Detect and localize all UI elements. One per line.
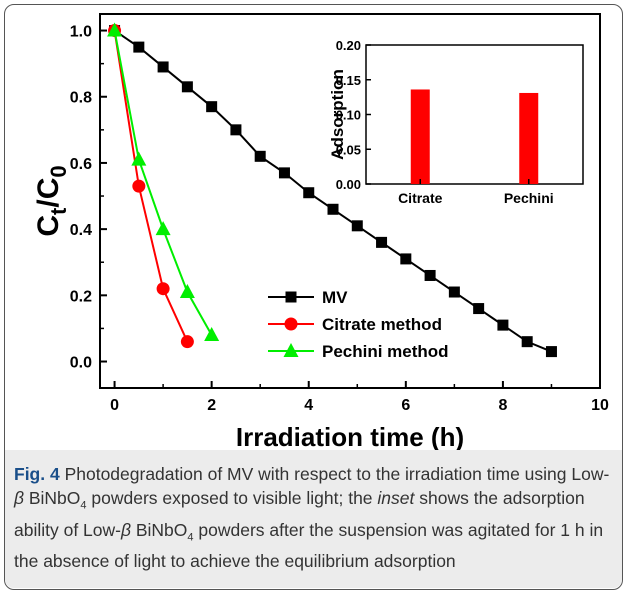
mv-point (327, 203, 339, 215)
mv-point (303, 187, 315, 199)
legend-citrate-method-label: Citrate method (322, 315, 442, 334)
inset-x-tick-label: Pechini (504, 190, 554, 206)
mv-point (230, 124, 242, 136)
caption-box (5, 450, 622, 588)
mv-point (545, 346, 557, 358)
citrate-method-line (113, 30, 189, 343)
pechini-method-point (107, 22, 123, 37)
y-tick-label: 0.0 (70, 355, 92, 372)
figure-frame (4, 4, 623, 590)
y-tick-label: 0.8 (70, 90, 92, 107)
legend-mv-marker (285, 291, 297, 303)
mv-point (521, 336, 533, 348)
mv-point (206, 101, 218, 113)
pechini-method-point (204, 327, 220, 342)
inset-bar-citrate (410, 89, 430, 184)
x-tick-label: 8 (498, 397, 507, 414)
x-tick-label: 4 (304, 397, 313, 414)
inset-bar-pechini (519, 92, 539, 184)
mv-point (157, 61, 169, 73)
y-tick-label: 0.2 (70, 288, 92, 305)
mv-point (448, 286, 460, 298)
x-tick-label: 6 (401, 397, 410, 414)
mv-point (473, 303, 485, 315)
mv-point (497, 319, 509, 331)
figure-caption: Fig. 4 Photodegradation of MV with respe… (14, 464, 610, 571)
x-tick-label: 2 (207, 397, 216, 414)
y-tick-label: 0.6 (70, 156, 92, 173)
inset-y-tick-label: 0.20 (336, 38, 361, 53)
y-axis-label: Ct/C0 (32, 165, 71, 236)
citrate-method-point (132, 179, 146, 193)
x-tick-label: 10 (591, 397, 609, 414)
inset-x-tick-label: Citrate (398, 190, 443, 206)
plot-area (99, 13, 601, 389)
citrate-method-point (156, 282, 170, 296)
mv-point (400, 253, 412, 265)
inset-plot-area (365, 44, 584, 185)
legend-pechini-method-label: Pechini method (322, 342, 449, 361)
x-tick-label: 0 (110, 397, 119, 414)
mv-point (351, 220, 363, 232)
citrate-method-point (180, 335, 194, 349)
inset-y-tick-label: 0.10 (336, 108, 361, 123)
pechini-method-point (131, 151, 147, 166)
mv-point (254, 150, 266, 162)
y-tick-label: 1.0 (70, 24, 92, 41)
legend-pechini-method-marker (283, 343, 299, 357)
inset-y-tick-label: 0.00 (336, 177, 361, 192)
figure-label: Fig. 4 (14, 464, 60, 484)
mv-point (181, 81, 193, 93)
inset-y-axis-label: Adsorption (328, 69, 347, 160)
y-tick-label: 0.4 (70, 222, 92, 239)
pechini-method-point (155, 221, 171, 236)
mv-point (424, 269, 436, 281)
legend-mv-label: MV (322, 288, 348, 307)
inset-y-tick-label: 0.05 (336, 142, 361, 157)
mv-point (278, 167, 290, 179)
mv-point (376, 236, 388, 248)
x-axis-label: Irradiation time (h) (236, 422, 464, 450)
legend-citrate-method-marker (284, 317, 298, 331)
inset-y-tick-label: 0.15 (336, 73, 361, 88)
inset-word: inset (377, 488, 415, 508)
photodegradation-chart: 0 2 4 6 8 10 0.0 0.2 0.4 0.6 0.8 1.0 Irradiation tim… (32, 13, 609, 450)
mv-point (133, 41, 145, 53)
pechini-method-point (179, 284, 195, 299)
